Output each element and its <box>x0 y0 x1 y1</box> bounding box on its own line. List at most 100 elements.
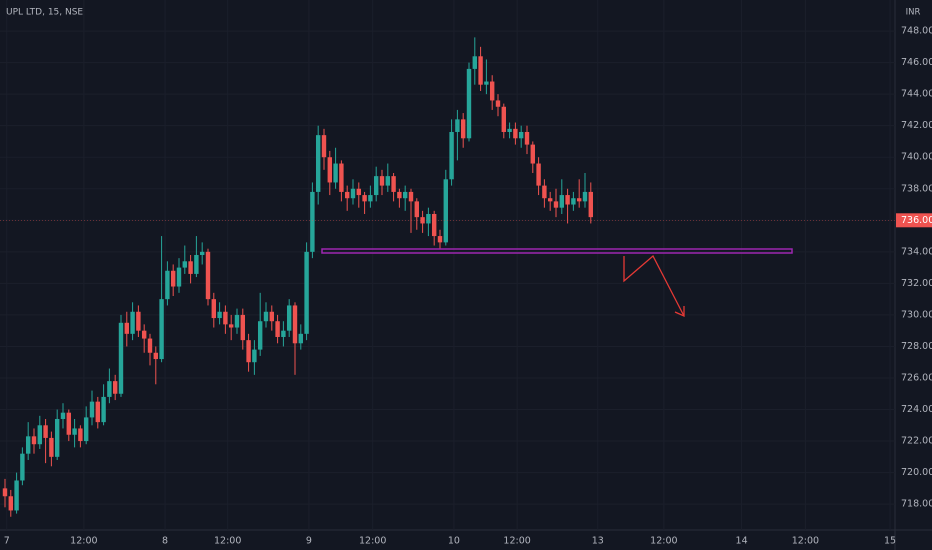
candle-body <box>565 195 570 205</box>
candle-body <box>54 418 60 457</box>
candle-body <box>205 251 211 300</box>
x-tick-label: 12:00 <box>650 536 677 547</box>
candle-body <box>530 144 535 164</box>
currency-label: INR <box>906 8 921 18</box>
candle-body <box>246 340 251 363</box>
projection-arrow <box>623 254 685 317</box>
candle-body <box>60 412 66 419</box>
candle-body <box>443 179 448 243</box>
candle-body <box>269 311 274 322</box>
y-tick-label: 728.00 <box>901 341 932 352</box>
candle-body <box>130 311 135 334</box>
y-tick-label: 722.00 <box>901 436 932 447</box>
candle-body <box>292 305 298 344</box>
candle-body <box>507 128 512 132</box>
candle-body <box>281 330 286 337</box>
candle-body <box>571 198 576 205</box>
y-tick-label: 742.00 <box>901 120 932 131</box>
candle-body <box>112 381 118 394</box>
candle-body <box>478 56 483 85</box>
candle-body <box>484 81 489 85</box>
plot <box>0 37 895 517</box>
x-tick-label: 7 <box>4 536 10 547</box>
candle-body <box>159 299 164 360</box>
candle-body <box>588 191 593 218</box>
candle-body <box>147 338 153 353</box>
candle-body <box>252 349 257 363</box>
candle-body <box>101 396 106 423</box>
candle-body <box>20 453 25 481</box>
candle-body <box>542 185 547 199</box>
candle-body <box>66 412 71 435</box>
y-tick-label: 734.00 <box>901 246 932 257</box>
candle-body <box>362 195 367 202</box>
x-tick-label: 12:00 <box>503 536 530 547</box>
candle-body <box>14 480 19 511</box>
candle-body <box>455 119 460 132</box>
candle-body <box>107 381 112 397</box>
candle-body <box>495 100 501 107</box>
candle-body <box>489 81 495 101</box>
candle-body <box>286 305 292 331</box>
candle-body <box>356 188 361 196</box>
last-price-label: 736.00 <box>901 215 932 226</box>
y-tick-label: 740.00 <box>901 152 932 163</box>
candle-body <box>344 191 350 199</box>
candle-body <box>553 201 559 208</box>
candle-body <box>31 436 37 445</box>
candle-body <box>327 157 332 183</box>
candle-body <box>136 311 141 331</box>
candle-body <box>176 267 182 287</box>
candle-body <box>437 236 443 243</box>
x-tick-label: 15 <box>884 536 896 547</box>
candle-body <box>188 261 193 274</box>
x-tick-label: 14 <box>736 536 748 547</box>
candle-body <box>391 176 396 192</box>
candle-body <box>37 425 42 445</box>
y-tick-label: 732.00 <box>901 278 932 289</box>
candle-body <box>304 251 309 334</box>
candle-body <box>321 135 327 158</box>
candle-body <box>78 428 83 442</box>
candle-body <box>449 131 454 180</box>
candle-body <box>547 198 553 202</box>
candle-body <box>379 176 385 186</box>
candle-body <box>501 106 506 132</box>
candle-body <box>275 321 280 337</box>
candle-body <box>165 270 170 300</box>
candle-body <box>466 68 472 139</box>
last-price-badge <box>896 213 932 228</box>
candle-body <box>315 135 321 192</box>
candle-body <box>518 131 524 139</box>
candle-body <box>257 321 263 350</box>
y-tick-label: 724.00 <box>901 404 932 415</box>
support-line-drawing <box>321 248 793 254</box>
candle-body <box>298 333 303 344</box>
x-tick-label: 8 <box>162 536 168 547</box>
candle-body <box>170 270 176 287</box>
arrow-head <box>674 306 685 318</box>
x-tick-label: 10 <box>448 536 460 547</box>
candle-body <box>426 213 431 224</box>
candle-body <box>194 254 199 274</box>
candle-body <box>199 251 205 255</box>
candle-body <box>414 201 419 218</box>
candle-body <box>89 401 95 418</box>
candle-body <box>153 352 158 360</box>
y-tick-label: 726.00 <box>901 372 932 383</box>
y-tick-label: 738.00 <box>901 183 932 194</box>
candle-body <box>240 314 245 341</box>
candle-body <box>536 163 541 186</box>
candle-body <box>368 195 373 202</box>
candle-body <box>339 163 344 192</box>
symbol-title: UPL LTD, 15, NSE <box>6 8 83 18</box>
x-tick-label: 9 <box>306 536 312 547</box>
candle-body <box>124 322 129 334</box>
candle-body <box>559 195 564 208</box>
candle-body <box>397 191 402 199</box>
candle-body <box>460 119 466 139</box>
candle-body <box>576 198 582 202</box>
candle-body <box>8 496 13 511</box>
